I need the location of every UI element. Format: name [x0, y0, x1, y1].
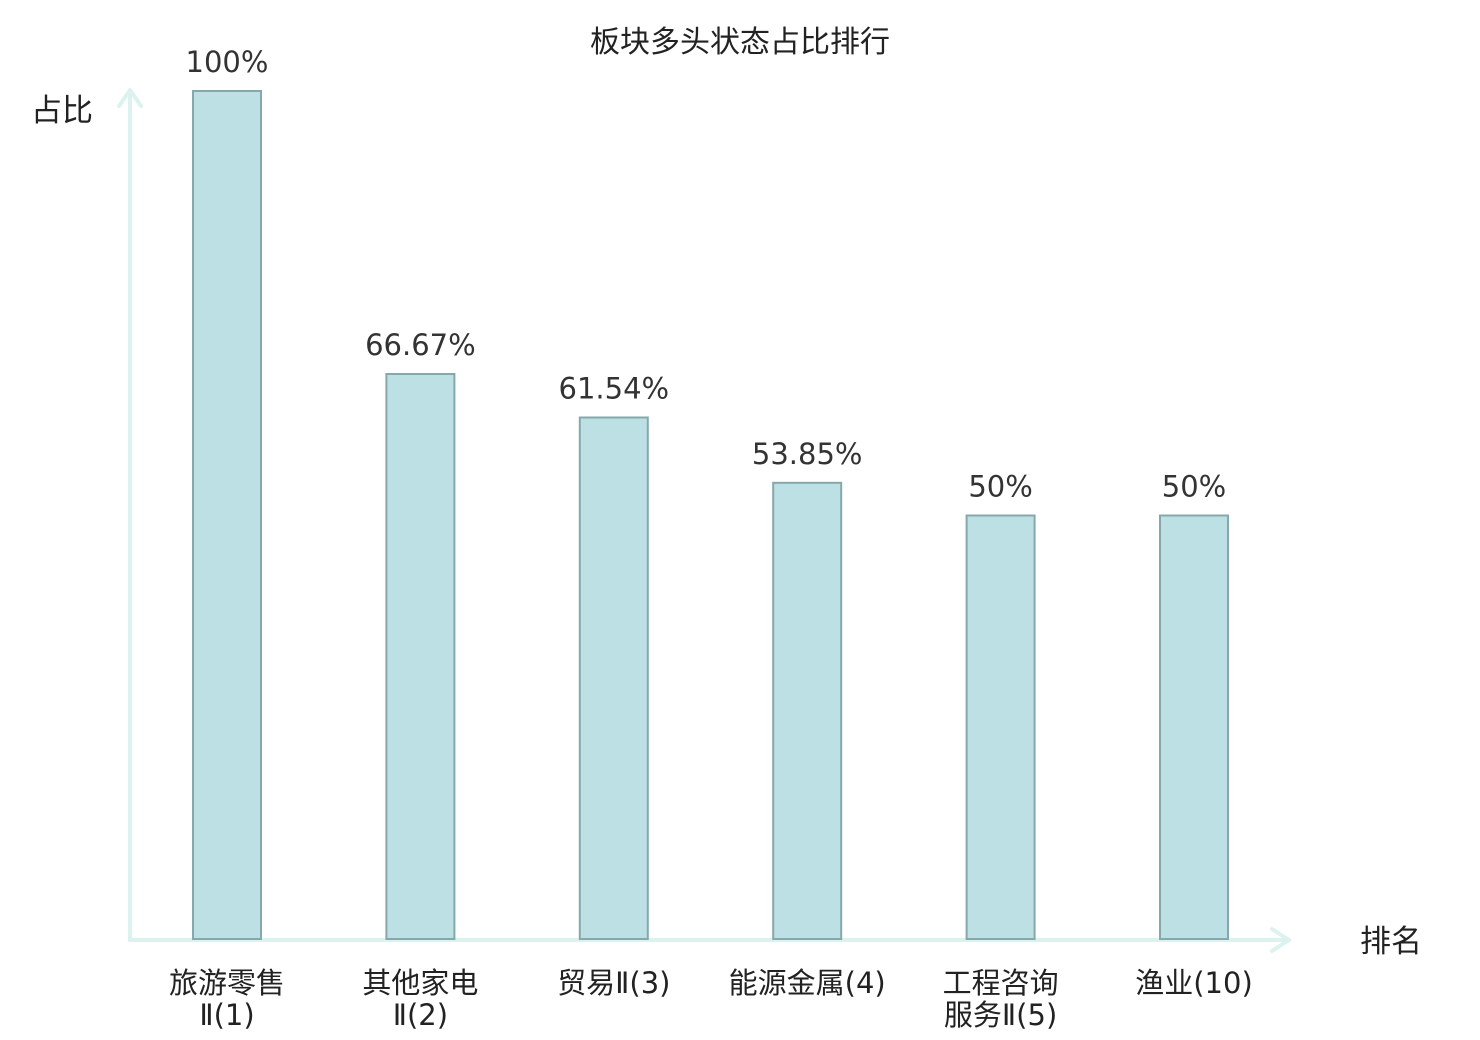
bar-value-label-1: 100%: [186, 45, 269, 79]
x-tick-label-3: 贸易Ⅱ(3): [557, 966, 670, 1000]
bar-1: [192, 90, 262, 940]
x-tick-label-5: 工程咨询服务Ⅱ(5): [943, 966, 1059, 1032]
x-axis-title: 排名: [1360, 924, 1422, 960]
bar-6: [1159, 514, 1229, 940]
x-tick-labels-group: 旅游零售 Ⅱ(1) 其他家电 Ⅱ(2) 贸易Ⅱ(3) 能源金属(4) 工程咨询服务Ⅱ(5) 渔…: [169, 966, 1253, 1032]
bar-4: [772, 481, 843, 940]
bar-value-label-3: 61.54%: [559, 372, 670, 406]
bar-2: [385, 373, 456, 940]
bars-group: [192, 90, 1229, 940]
bar-value-label-2: 66.67%: [365, 328, 476, 362]
y-axis-title: 占比: [31, 93, 93, 129]
x-tick-label-4: 能源金属(4): [729, 966, 886, 1000]
bar-value-label-6: 50%: [1162, 470, 1226, 504]
x-tick-label-2: 其他家电 Ⅱ(2): [362, 966, 478, 1032]
chart-title: 板块多头状态占比排行: [590, 25, 890, 60]
bar-5: [965, 514, 1036, 940]
y-axis: [117, 88, 143, 942]
x-axis-arrow: [1270, 927, 1291, 953]
bar-3: [578, 416, 649, 940]
bar-value-label-5: 50%: [968, 470, 1032, 504]
bar-value-label-4: 53.85%: [752, 437, 863, 471]
x-tick-label-6: 渔业(10): [1135, 966, 1253, 1000]
x-tick-label-1: 旅游零售 Ⅱ(1): [169, 966, 285, 1032]
x-axis: [128, 927, 1291, 953]
value-labels-group: 100% 66.67% 61.54% 53.85% 50% 50%: [186, 45, 1227, 504]
y-axis-arrow: [117, 88, 143, 108]
